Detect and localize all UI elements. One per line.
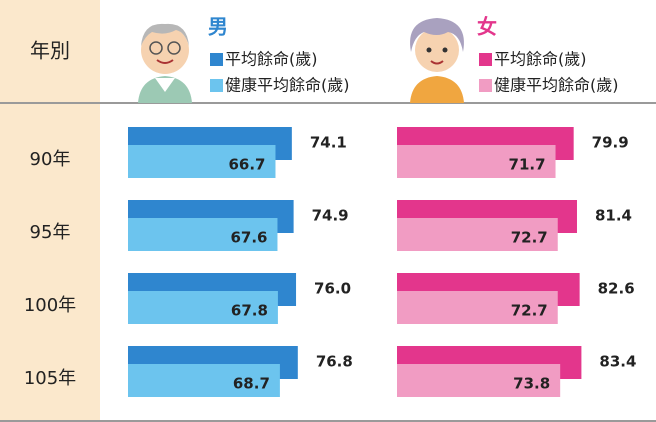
female-illustration [410,18,464,103]
legend-swatch [210,53,223,66]
panel-title: 男 [208,15,228,39]
value-label: 82.6 [598,280,635,298]
panel-title: 女 [477,15,497,39]
value-label: 79.9 [592,134,629,152]
value-label: 71.7 [509,156,546,174]
legend-label: 健康平均餘命(歲) [225,76,350,95]
value-label: 76.8 [316,353,353,371]
legend-label: 健康平均餘命(歲) [494,76,619,95]
value-label: 81.4 [595,207,632,225]
value-label: 67.8 [231,302,268,320]
value-label: 72.7 [511,229,548,247]
legend-swatch [210,79,223,92]
value-label: 72.7 [511,302,548,320]
chart: 年別 90年 95年 100年 105年 男平均餘命(歲) 健康平均餘命(歲) 74.1 66… [0,0,656,422]
value-label: 76.0 [314,280,351,298]
value-label: 83.4 [599,353,636,371]
legend-label: 平均餘命(歲) [494,50,587,69]
value-label: 73.8 [513,375,550,393]
category-label: 95年 [30,222,71,243]
category-column [0,0,100,422]
legend-swatch [479,79,492,92]
legend-swatch [479,53,492,66]
value-label: 68.7 [233,375,270,393]
male-illustration [138,24,192,103]
legend-label: 平均餘命(歲) [225,50,318,69]
category-header: 年別 [30,39,70,63]
category-label: 105年 [24,368,76,389]
value-label: 74.9 [312,207,349,225]
category-label: 90年 [30,149,71,170]
value-label: 74.1 [310,134,347,152]
value-label: 66.7 [228,156,265,174]
category-label: 100年 [24,295,76,316]
value-label: 67.6 [230,229,267,247]
